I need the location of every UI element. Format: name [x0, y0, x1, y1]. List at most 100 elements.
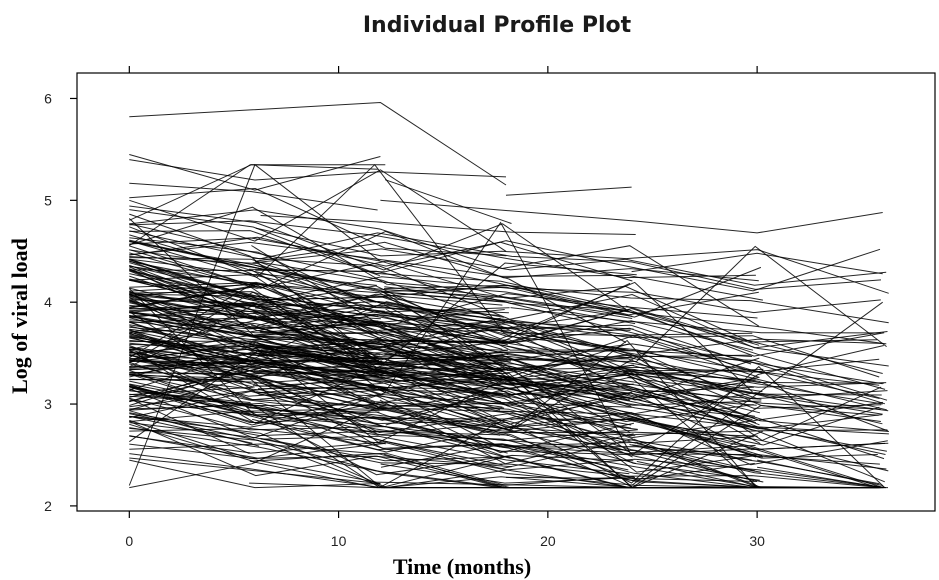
profile-line [261, 435, 630, 475]
plot-area [128, 101, 889, 489]
profile-line [757, 459, 883, 486]
profile-line [129, 435, 386, 459]
profile-line [259, 330, 508, 351]
profile-line [260, 273, 377, 286]
profile-line [129, 398, 763, 489]
profile-line [129, 357, 754, 444]
profile-line [251, 324, 509, 370]
profile-line [129, 282, 885, 359]
profile-lines [128, 101, 889, 489]
profile-line [129, 311, 509, 436]
profile-line [129, 365, 635, 454]
profile-line [256, 459, 635, 489]
profile-line [129, 393, 761, 489]
profile-line [129, 273, 385, 301]
profile-line [129, 390, 251, 404]
plot-frame [76, 72, 936, 512]
profile-line [129, 357, 376, 411]
y-tick-label: 3 [44, 396, 52, 412]
profile-line [375, 438, 503, 466]
y-axis-label: Log of viral load [7, 238, 32, 394]
profile-line [129, 404, 387, 410]
profile-line [129, 249, 256, 287]
profile-line [129, 311, 883, 415]
profile-line [129, 282, 631, 356]
profile-line [129, 282, 882, 409]
profile-line [385, 387, 884, 489]
profile-line [380, 463, 636, 484]
profile-line [129, 182, 378, 211]
profile-line [249, 283, 889, 324]
x-axis-label: Time (months) [393, 554, 531, 579]
profile-line [129, 101, 507, 186]
profile-line [129, 420, 512, 477]
profile-line [129, 423, 882, 489]
profile-line [257, 388, 633, 458]
x-tick-label: 20 [540, 533, 556, 549]
profile-line [129, 293, 377, 368]
profile-line [129, 301, 757, 424]
profile-line [129, 220, 756, 279]
y-tick-label: 2 [44, 498, 52, 514]
profile-line [129, 154, 381, 191]
profile-line [249, 345, 632, 407]
profile-line [129, 241, 763, 301]
profile-line [129, 291, 886, 451]
profile-line [129, 359, 380, 369]
y-tick-label: 4 [44, 294, 52, 310]
profile-line [129, 205, 887, 345]
profile-line [378, 327, 753, 357]
profile-line [129, 209, 760, 327]
profile-line [257, 370, 384, 380]
profile-line [384, 286, 636, 325]
profile-line [129, 257, 384, 305]
profile-line [129, 236, 633, 282]
profile-line [129, 230, 882, 290]
profile-line [129, 373, 637, 464]
profile-line [626, 429, 888, 436]
profile-line [249, 406, 764, 483]
profile-line [129, 457, 381, 484]
profile-line [253, 370, 760, 481]
axes: 0 10 20 30 2 3 4 5 6 [44, 66, 765, 549]
profile-line [129, 383, 251, 408]
profile-line [129, 324, 761, 429]
profile-line [385, 308, 885, 483]
profile-line [129, 279, 506, 396]
profile-line [129, 241, 762, 318]
profile-line [129, 369, 380, 417]
y-tick-label: 5 [44, 192, 52, 208]
x-tick-label: 0 [125, 533, 133, 549]
profile-line [129, 385, 638, 442]
profile-line [629, 444, 886, 489]
profile-line [260, 349, 502, 373]
profile-line [636, 350, 879, 416]
profile-line [129, 350, 880, 386]
profile-line [129, 268, 504, 319]
profile-line [129, 294, 634, 330]
profile-line [129, 164, 378, 221]
profile-line [252, 385, 503, 408]
profile-line [254, 260, 883, 374]
chart-title: Individual Profile Plot [363, 13, 632, 38]
profile-line [129, 427, 387, 445]
profile-line [129, 346, 632, 408]
profile-line [129, 366, 881, 439]
profile-line [253, 264, 764, 376]
profile-line [128, 163, 381, 486]
profile-line [505, 476, 758, 482]
profile-line [379, 364, 634, 380]
profile-line [129, 427, 762, 489]
profile-line [129, 230, 380, 277]
profile-line [260, 215, 636, 235]
profile-line [129, 291, 883, 405]
profile-line [129, 299, 501, 386]
profile-line [384, 179, 512, 224]
y-tick-label: 6 [44, 90, 52, 106]
profile-line [625, 305, 760, 346]
profile-line [129, 169, 507, 252]
profile-line [636, 443, 756, 472]
profile-line [129, 340, 626, 444]
profile-line [382, 417, 763, 458]
